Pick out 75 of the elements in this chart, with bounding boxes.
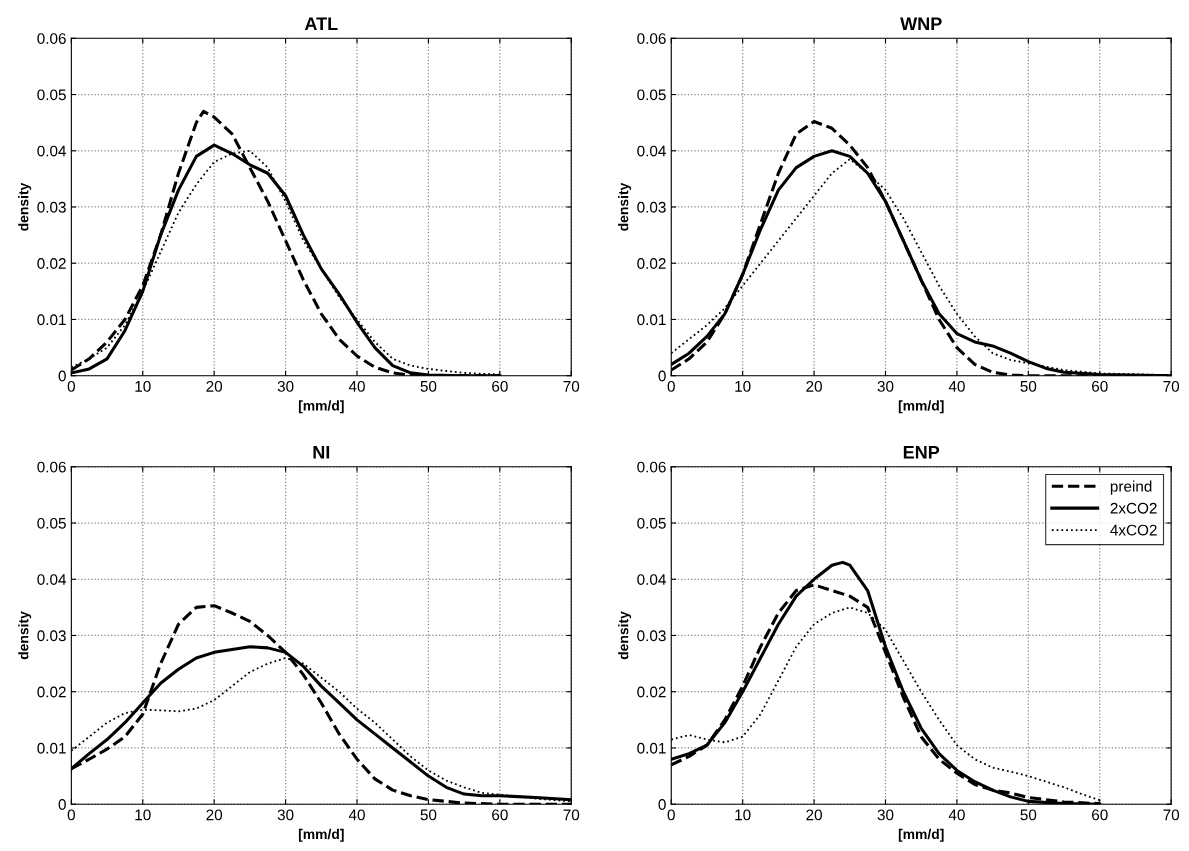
x-tick-label: 0: [667, 380, 675, 392]
x-tick-label: 50: [1020, 809, 1037, 821]
y-tick-label: 0.03: [637, 630, 666, 642]
x-tick-label: 10: [135, 809, 151, 821]
y-tick-label: 0.06: [637, 33, 666, 44]
legend-label: preind: [1110, 480, 1152, 495]
y-tick-label: 0.04: [637, 145, 666, 157]
y-tick-label: 0.04: [37, 145, 67, 157]
x-tick-label: 30: [877, 809, 894, 821]
x-tick-label: 40: [948, 380, 965, 392]
legend-label: 4xCO2: [1110, 524, 1157, 536]
chart-title: WNP: [900, 17, 942, 30]
y-tick-label: 0.03: [37, 201, 66, 213]
x-tick-label: 30: [277, 809, 294, 821]
x-axis-title: [mm/d]: [298, 828, 344, 842]
y-tick-label: 0.06: [37, 33, 66, 44]
x-tick-label: 20: [806, 380, 822, 392]
x-tick-label: 70: [1163, 809, 1180, 821]
y-axis-title: density: [18, 611, 32, 660]
y-axis-title: density: [618, 182, 632, 231]
y-tick-label: 0.01: [37, 314, 66, 326]
y-tick-label: 0.02: [37, 258, 66, 269]
y-tick-label: 0.02: [637, 258, 666, 269]
x-tick-label: 20: [206, 809, 223, 821]
x-tick-label: 50: [420, 380, 437, 392]
y-tick-label: 0.06: [37, 461, 66, 473]
x-tick-label: 20: [806, 809, 822, 821]
x-tick-label: 0: [67, 380, 75, 392]
x-tick-label: 70: [1163, 380, 1180, 392]
y-tick-label: 0.01: [37, 742, 66, 754]
y-tick-label: 0: [58, 370, 66, 382]
chart-title: ATL: [304, 17, 338, 30]
chart-title: ENP: [903, 446, 940, 459]
x-tick-label: 20: [206, 380, 223, 392]
x-tick-label: 70: [563, 809, 580, 821]
x-tick-label: 50: [420, 809, 437, 821]
x-tick-label: 30: [277, 380, 294, 392]
x-tick-label: 50: [1020, 380, 1037, 392]
y-tick-label: 0.05: [37, 517, 66, 529]
y-tick-label: 0.02: [37, 686, 66, 698]
x-tick-label: 10: [735, 809, 751, 821]
legend-label: 2xCO2: [1110, 502, 1157, 514]
x-tick-label: 60: [1092, 809, 1108, 821]
x-tick-label: 0: [667, 809, 675, 821]
chart-title: NI: [313, 446, 330, 459]
x-tick-label: 60: [1092, 380, 1108, 392]
x-axis-title: [mm/d]: [298, 400, 344, 414]
x-tick-label: 70: [563, 380, 580, 392]
x-tick-label: 0: [67, 809, 75, 821]
y-tick-label: 0.04: [37, 574, 67, 585]
x-tick-label: 40: [948, 809, 965, 821]
x-axis-title: [mm/d]: [898, 400, 944, 414]
x-tick-label: 10: [735, 380, 751, 392]
y-tick-label: 0.03: [637, 201, 666, 213]
y-tick-label: 0: [58, 799, 66, 810]
y-axis-title: density: [18, 182, 32, 231]
y-tick-label: 0.01: [637, 314, 666, 326]
x-axis-title: [mm/d]: [898, 828, 944, 842]
y-tick-label: 0.04: [637, 574, 666, 585]
x-tick-label: 10: [135, 380, 151, 392]
y-tick-label: 0.05: [637, 89, 666, 101]
x-tick-label: 30: [877, 380, 894, 392]
x-tick-label: 60: [492, 809, 508, 821]
x-tick-label: 40: [348, 380, 365, 392]
y-tick-label: 0: [658, 799, 666, 810]
y-tick-label: 0.02: [637, 686, 666, 698]
x-tick-label: 60: [492, 380, 508, 392]
y-tick-label: 0.01: [637, 742, 666, 754]
y-tick-label: 0.05: [37, 89, 66, 101]
y-tick-label: 0.05: [637, 517, 666, 529]
y-tick-label: 0.03: [37, 630, 66, 642]
x-tick-label: 40: [348, 809, 365, 821]
y-tick-label: 0.06: [637, 461, 666, 473]
y-axis-title: density: [618, 611, 632, 660]
y-tick-label: 0: [658, 370, 666, 382]
